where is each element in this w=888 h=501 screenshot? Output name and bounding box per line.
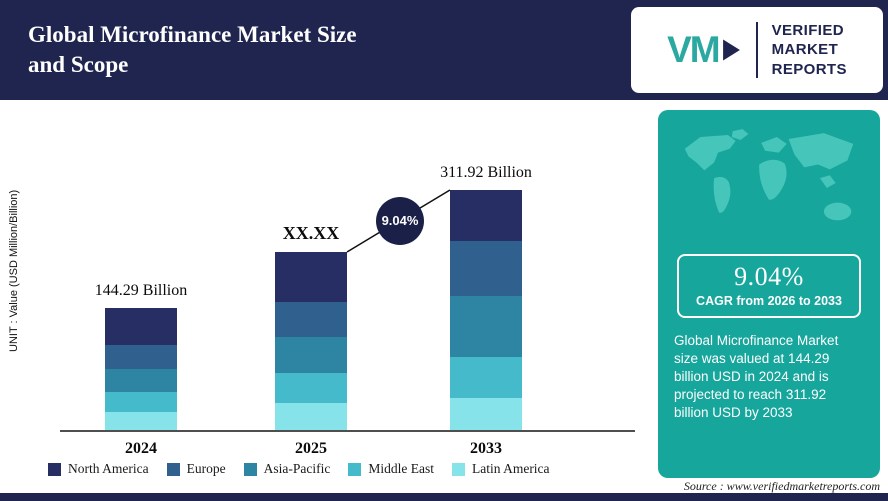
vmr-logo-card: VM VERIFIED MARKET REPORTS xyxy=(631,7,883,93)
legend-label-north-america: North America xyxy=(68,461,149,476)
segment-europe xyxy=(450,240,522,297)
segment-asia-pacific xyxy=(105,368,177,393)
map-greenland xyxy=(731,129,749,140)
x-tick-2033: 2033 xyxy=(470,440,502,457)
cagr-box: 9.04% CAGR from 2026 to 2033 xyxy=(677,254,861,318)
segment-north-america xyxy=(450,190,522,241)
segment-latin-america xyxy=(105,412,177,433)
map-southeast-asia xyxy=(819,175,836,188)
brand-line-market: MARKET xyxy=(771,41,839,59)
header-banner: Global Microfinance Market Size and Scop… xyxy=(0,0,888,100)
cagr-caption: CAGR from 2026 to 2033 xyxy=(696,294,842,308)
legend-swatch-europe xyxy=(166,462,180,476)
map-north-america xyxy=(684,135,736,171)
legend-swatch-asia-pacific xyxy=(243,462,257,476)
vmr-logo-arrow-icon xyxy=(722,39,740,61)
legend-label-europe: Europe xyxy=(186,461,226,476)
chart-legend: North America Europe Asia-Pacific Middle Ea… xyxy=(48,461,550,477)
segment-middle-east xyxy=(450,356,522,399)
legend-label-latin-america: Latin America xyxy=(471,461,550,476)
legend-label-middle-east: Middle East xyxy=(368,461,434,476)
bar-stack xyxy=(105,308,177,433)
segment-asia-pacific xyxy=(275,336,347,373)
legend-item-middle-east: Middle East xyxy=(348,461,434,477)
growth-line xyxy=(346,189,451,253)
page-title: Global Microfinance Market Size and Scop… xyxy=(0,20,357,80)
segment-europe xyxy=(275,302,347,337)
market-summary-text: Global Microfinance Market size was valu… xyxy=(674,333,839,420)
page-title-line2: and Scope xyxy=(28,52,129,77)
segment-middle-east xyxy=(275,372,347,404)
legend-item-north-america: North America xyxy=(48,461,149,477)
cagr-value: 9.04% xyxy=(734,262,804,291)
map-australia xyxy=(823,202,852,221)
bar-stack xyxy=(450,190,522,432)
x-axis-line xyxy=(60,430,635,432)
source-attribution-link[interactable]: Source : www.verifiedmarketreports.com xyxy=(683,479,880,493)
logo-divider xyxy=(755,22,758,78)
brand-line-reports: REPORTS xyxy=(771,60,847,78)
vmr-logo-letters: VM xyxy=(667,29,720,70)
brand-line-verified: VERIFIED xyxy=(771,21,844,39)
segment-middle-east xyxy=(105,392,177,413)
segment-asia-pacific xyxy=(450,296,522,357)
segment-latin-america xyxy=(450,398,522,432)
bar-value-label: 311.92 Billion xyxy=(440,164,532,181)
legend-swatch-latin-america xyxy=(451,462,465,476)
growth-badge-value: 9.04% xyxy=(382,213,419,228)
plot-area: 144.29 Billion 2024 XX.XX 2025 311.92 Bill… xyxy=(60,110,635,457)
segment-north-america xyxy=(105,308,177,346)
legend-item-europe: Europe xyxy=(166,461,226,477)
legend-swatch-north-america xyxy=(48,462,61,476)
x-tick-2024: 2024 xyxy=(125,440,157,457)
map-africa xyxy=(759,159,787,200)
brand-wordmark: VERIFIED MARKET REPORTS xyxy=(772,21,847,80)
world-map xyxy=(684,129,854,221)
segment-europe xyxy=(105,345,177,369)
vmr-logo: VM xyxy=(667,29,742,71)
bar-value-label: XX.XX xyxy=(282,223,340,243)
legend-swatch-middle-east xyxy=(348,462,362,476)
segment-latin-america xyxy=(275,403,347,432)
legend-item-asia-pacific: Asia-Pacific xyxy=(243,461,331,477)
map-europe xyxy=(761,137,787,153)
bottom-accent-bar xyxy=(0,493,888,501)
map-south-america xyxy=(713,176,731,213)
map-asia xyxy=(788,133,854,170)
summary-sidebar: 9.04% CAGR from 2026 to 2033 Global Micr… xyxy=(658,110,880,478)
legend-label-asia-pacific: Asia-Pacific xyxy=(263,461,331,476)
page-title-line1: Global Microfinance Market Size xyxy=(28,22,357,48)
segment-north-america xyxy=(275,252,347,303)
x-tick-2025: 2025 xyxy=(295,440,327,457)
growth-badge-circle xyxy=(376,197,424,245)
y-axis-label: UNIT : Value (USD Million/Billion) xyxy=(8,189,20,353)
legend-item-latin-america: Latin America xyxy=(451,461,550,477)
bar-stack xyxy=(275,252,347,432)
bar-value-label: 144.29 Billion xyxy=(94,282,188,299)
